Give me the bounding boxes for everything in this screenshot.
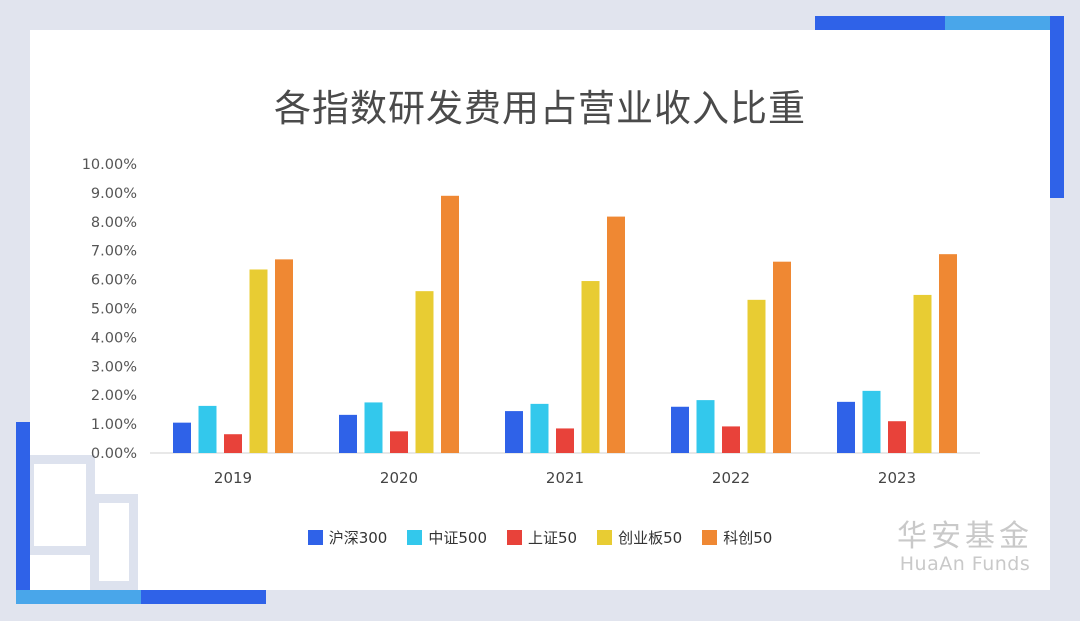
corner-accent-bottom-left-horizontal-dark bbox=[141, 590, 266, 604]
bar-2022-3 bbox=[747, 299, 766, 453]
y-tick-label: 6.00% bbox=[91, 273, 137, 289]
x-tick-label: 2021 bbox=[546, 469, 584, 487]
y-tick-label: 5.00% bbox=[91, 302, 137, 318]
corner-accent-bottom-left-vertical bbox=[16, 422, 30, 604]
legend-item: 中证500 bbox=[407, 527, 487, 548]
bar-2022-2 bbox=[722, 426, 740, 453]
y-tick-label: 10.00% bbox=[82, 157, 137, 173]
legend-item: 沪深300 bbox=[307, 527, 388, 548]
legend-label: 沪深300 bbox=[328, 529, 388, 547]
bar-2020-3 bbox=[415, 291, 434, 453]
legend-label: 科创50 bbox=[723, 529, 773, 547]
decor-square-outline-small bbox=[90, 494, 138, 590]
bar-2020-2 bbox=[390, 431, 408, 453]
bar-2021-1 bbox=[530, 403, 549, 453]
y-tick-label: 8.00% bbox=[91, 215, 137, 231]
legend-swatch bbox=[597, 530, 613, 545]
bar-2022-4 bbox=[773, 261, 791, 453]
y-tick-label: 2.00% bbox=[91, 388, 137, 404]
bar-2020-1 bbox=[364, 402, 383, 453]
bar-2022-1 bbox=[696, 400, 715, 453]
legend-item: 上证50 bbox=[507, 527, 577, 548]
bar-2020-0 bbox=[339, 414, 357, 453]
x-tick-label: 2022 bbox=[712, 469, 750, 487]
chart-title: 各指数研发费用占营业收入比重 bbox=[274, 87, 806, 130]
bar-2021-2 bbox=[556, 428, 574, 453]
corner-accent-top-right-vertical bbox=[1050, 16, 1064, 198]
y-tick-label: 3.00% bbox=[91, 359, 137, 375]
bar-2023-2 bbox=[888, 421, 906, 453]
bar-2021-3 bbox=[581, 281, 600, 453]
corner-accent-top-right-horizontal-light bbox=[945, 16, 1050, 30]
y-tick-label: 9.00% bbox=[91, 186, 137, 202]
y-tick-label: 0.00% bbox=[91, 446, 137, 462]
legend-item: 创业板50 bbox=[597, 527, 682, 548]
brand-logo: 华安基金 HuaAn Funds bbox=[880, 519, 1050, 575]
bar-2019-2 bbox=[224, 434, 242, 453]
bar-2022-0 bbox=[671, 406, 689, 453]
legend-swatch bbox=[307, 530, 323, 545]
legend-label: 中证500 bbox=[428, 529, 487, 547]
bar-2019-1 bbox=[198, 405, 217, 453]
corner-accent-bottom-left-horizontal-light bbox=[16, 590, 141, 604]
bar-2023-4 bbox=[939, 254, 957, 453]
x-tick-label: 2020 bbox=[380, 469, 418, 487]
bar-2023-1 bbox=[862, 390, 881, 453]
bar-2019-4 bbox=[275, 259, 293, 453]
legend-label: 创业板50 bbox=[618, 529, 683, 547]
brand-name-cn: 华安基金 bbox=[897, 519, 1033, 554]
brand-name-en: HuaAn Funds bbox=[899, 553, 1031, 575]
legend-label: 上证50 bbox=[528, 529, 578, 547]
x-tick-label: 2019 bbox=[214, 469, 252, 487]
bar-2023-3 bbox=[913, 294, 932, 453]
legend-swatch bbox=[702, 530, 718, 545]
chart-legend: 沪深300 中证500 上证50 创业板50 科创50 bbox=[0, 527, 1080, 548]
legend-item: 科创50 bbox=[702, 527, 772, 548]
chart-card bbox=[30, 30, 1050, 590]
y-tick-label: 4.00% bbox=[91, 330, 137, 346]
bar-2020-4 bbox=[441, 195, 459, 454]
legend-swatch bbox=[507, 530, 522, 545]
bar-2019-0 bbox=[173, 422, 191, 453]
x-tick-label: 2023 bbox=[878, 469, 916, 487]
bar-2021-0 bbox=[505, 411, 523, 453]
bar-2019-3 bbox=[249, 269, 268, 453]
y-tick-label: 1.00% bbox=[91, 417, 137, 433]
corner-accent-top-right-horizontal-dark bbox=[815, 16, 945, 30]
legend-swatch bbox=[407, 530, 423, 545]
bar-2023-0 bbox=[837, 401, 855, 453]
bar-2021-4 bbox=[607, 216, 625, 453]
y-tick-label: 7.00% bbox=[91, 244, 137, 260]
